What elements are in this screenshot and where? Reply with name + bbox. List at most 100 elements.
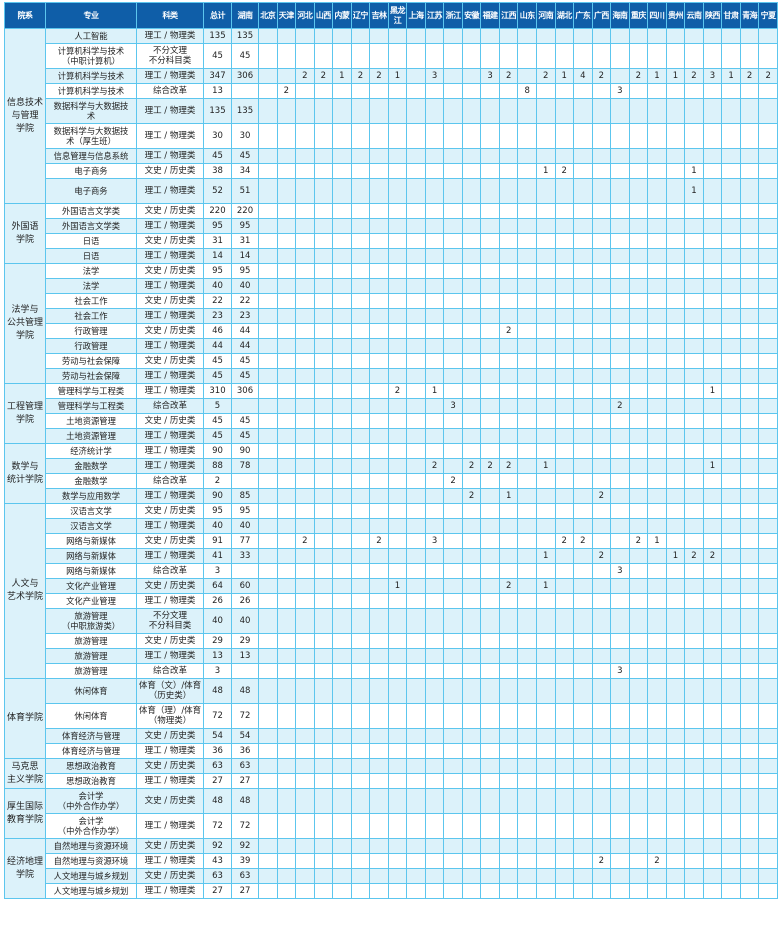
province-quota-cell: [702, 28, 723, 44]
province-quota-cell: [387, 663, 408, 679]
province-quota-cell: [369, 428, 389, 444]
province-quota-cell: [702, 83, 723, 99]
province-quota-cell: [721, 148, 741, 164]
province-quota-cell: [480, 548, 500, 564]
province-quota-cell: [665, 148, 686, 164]
province-quota-cell: [443, 123, 463, 149]
province-quota-cell: [535, 263, 556, 279]
province-quota-cell: [517, 648, 537, 664]
category-cell: 体育（理）/体育 （物理类）: [136, 703, 204, 729]
province-quota-cell: [406, 578, 426, 594]
province-quota-cell: [258, 248, 278, 264]
province-quota-cell: [295, 728, 315, 744]
province-quota-cell: [554, 43, 575, 69]
province-quota-cell: [332, 648, 352, 664]
province-quota-cell: [350, 233, 371, 249]
province-quota-cell: [535, 278, 556, 294]
province-quota-cell: [684, 323, 704, 339]
province-quota-cell: [369, 263, 389, 279]
province-quota-cell: [295, 743, 315, 759]
province-quota-cell: 1: [665, 548, 686, 564]
province-quota-cell: [628, 758, 649, 774]
province-quota-cell: [461, 473, 482, 489]
province-quota-cell: [554, 743, 575, 759]
province-quota-cell: [350, 203, 371, 219]
header-row: 院系 专业 科类 总计 湖南 北京 天津 河北 山西 内蒙 辽宁 吉林 黑龙江 上海 江苏 浙江 安徽…: [4, 2, 778, 29]
province-quota-cell: [665, 83, 686, 99]
province-quota-cell: [443, 428, 463, 444]
province-quota-cell: [591, 98, 612, 124]
province-quota-cell: [350, 578, 371, 594]
province-quota-cell: [369, 98, 389, 124]
province-quota-cell: [387, 648, 408, 664]
province-quota-cell: [387, 308, 408, 324]
province-quota-cell: [758, 678, 778, 704]
province-quota-cell: 3: [480, 68, 500, 84]
table-row: 行政管理 理工 / 物理类 44 44: [5, 338, 778, 354]
province-quota-cell: [517, 28, 537, 44]
province-quota-cell: [258, 178, 278, 204]
total-cell: 220: [203, 203, 232, 219]
province-quota-cell: [480, 263, 500, 279]
category-cell: 文史 / 历史类: [136, 323, 204, 339]
major-cell: 劳动与社会保障: [45, 368, 137, 384]
total-cell: 48: [203, 788, 232, 814]
province-quota-cell: [591, 758, 612, 774]
province-quota-cell: [369, 548, 389, 564]
province-quota-cell: [647, 728, 667, 744]
province-quota-cell: [702, 203, 723, 219]
province-quota-cell: [406, 98, 426, 124]
province-quota-cell: [369, 368, 389, 384]
province-quota-cell: [332, 43, 352, 69]
hunan-cell: 95: [231, 218, 259, 234]
province-quota-cell: [332, 368, 352, 384]
province-quota-cell: [758, 148, 778, 164]
province-quota-cell: [758, 83, 778, 99]
table-row: 土地资源管理 理工 / 物理类 45 45: [5, 428, 778, 444]
province-quota-cell: [332, 593, 352, 609]
province-quota-cell: [591, 608, 612, 634]
province-quota-cell: [647, 813, 667, 839]
province-quota-cell: [573, 323, 593, 339]
total-cell: 91: [203, 533, 232, 549]
province-quota-cell: [424, 203, 445, 219]
province-quota-cell: [498, 503, 519, 519]
category-cell: 文史 / 历史类: [136, 353, 204, 369]
province-quota-cell: [535, 383, 556, 399]
province-quota-cell: [517, 43, 537, 69]
province-quota-cell: [258, 838, 278, 854]
province-quota-cell: [406, 853, 426, 869]
province-quota-cell: [684, 518, 704, 534]
province-quota-cell: [258, 383, 278, 399]
province-quota-cell: [350, 703, 371, 729]
province-quota-cell: [480, 853, 500, 869]
province-quota-cell: [350, 533, 371, 549]
province-quota-cell: [739, 838, 760, 854]
province-quota-cell: [424, 728, 445, 744]
province-quota-cell: [369, 248, 389, 264]
province-quota-cell: [461, 278, 482, 294]
province-quota-cell: 2: [387, 383, 408, 399]
province-quota-cell: [276, 43, 297, 69]
province-quota-cell: [461, 353, 482, 369]
category-cell: 综合改革: [136, 563, 204, 579]
province-quota-cell: [276, 773, 297, 789]
province-quota-cell: [369, 648, 389, 664]
province-quota-cell: [387, 233, 408, 249]
province-quota-cell: [461, 233, 482, 249]
province-quota-cell: [665, 503, 686, 519]
province-quota-cell: [443, 163, 463, 179]
hunan-cell: 33: [231, 548, 259, 564]
province-quota-cell: [721, 398, 741, 414]
province-quota-cell: 2: [461, 458, 482, 474]
province-quota-cell: [647, 203, 667, 219]
province-quota-cell: [332, 813, 352, 839]
province-quota-cell: [387, 703, 408, 729]
province-quota-cell: [295, 83, 315, 99]
province-quota-cell: [443, 663, 463, 679]
province-quota-cell: [332, 533, 352, 549]
province-quota-cell: [424, 773, 445, 789]
province-quota-cell: [758, 548, 778, 564]
province-quota-cell: [424, 413, 445, 429]
province-quota-cell: [424, 503, 445, 519]
